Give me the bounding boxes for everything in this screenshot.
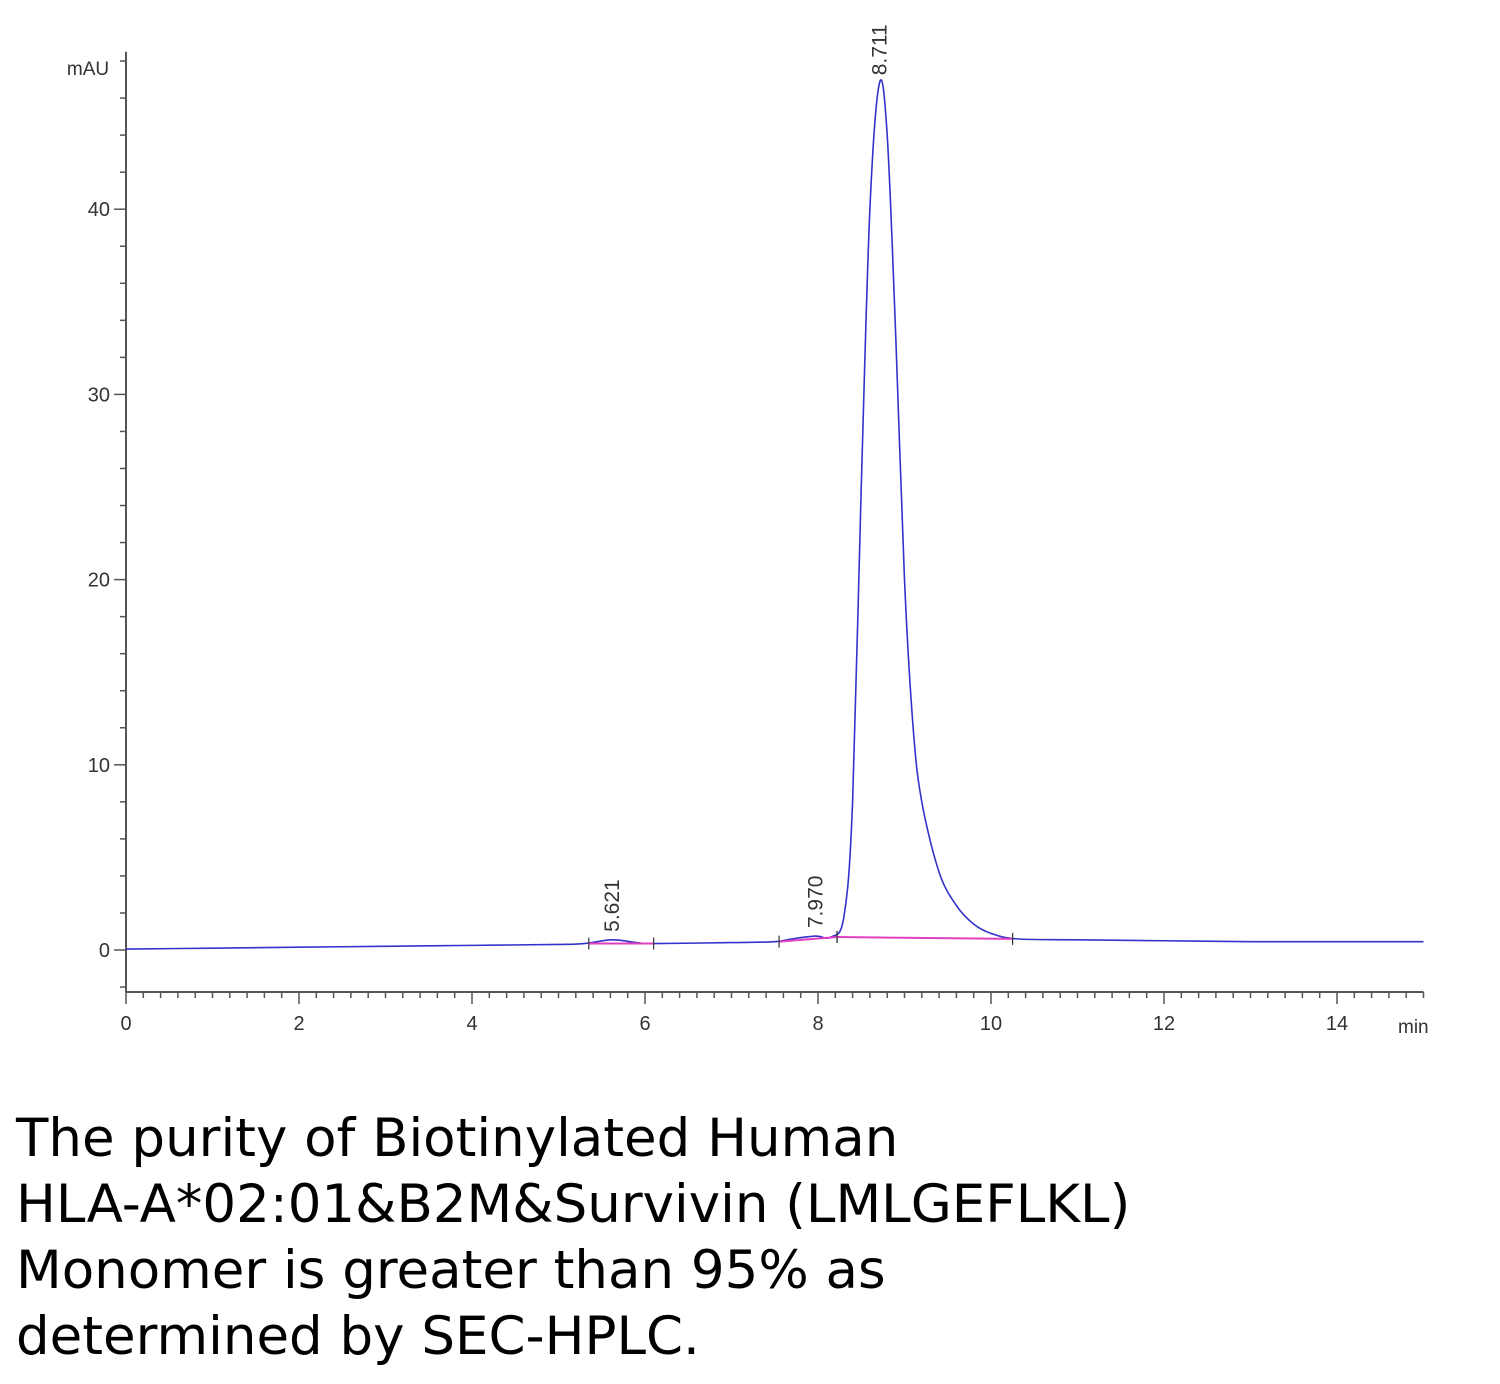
chromatogram-trace [125,79,1424,950]
x-tick-label: 14 [1326,1013,1348,1035]
peak-label: 5.621 [601,879,624,932]
caption-line: HLA-A*02:01&B2M&Survivin (LMLGEFLKL) [16,1174,1131,1235]
chart-marks: 5.621 7.970 8.711 [125,24,1424,950]
integration-baseline [778,936,838,943]
x-tick-label: 8 [812,1013,823,1035]
x-tick-label: 10 [980,1013,1002,1035]
peak-label: 8.711 [869,24,892,75]
y-axis-label: mAU [67,59,109,80]
x-tick-label: 0 [120,1013,131,1035]
chromatogram-chart: 0 10 20 30 40 0 2 4 6 8 10 12 14 5.621 7.970 8.711 mAU… [67,24,1429,1038]
x-tick-label: 4 [466,1013,477,1035]
chart-axes: 0 10 20 30 40 0 2 4 6 8 10 12 14 [88,51,1425,1035]
caption-line: The purity of Biotinylated Human [16,1108,899,1169]
caption: The purity of Biotinylated Human HLA-A*0… [16,1106,1476,1370]
integration-baseline [837,936,1013,940]
caption-line: determined by SEC-HPLC. [16,1306,700,1367]
y-tick-label: 20 [88,570,110,592]
y-tick-label: 10 [88,755,110,777]
y-tick-label: 40 [88,199,110,221]
peak-label: 7.970 [804,876,827,929]
caption-line: Monomer is greater than 95% as [16,1240,886,1301]
y-tick-label: 30 [88,384,110,406]
x-axis-label: min [1398,1017,1429,1038]
x-tick-label: 6 [639,1013,650,1035]
y-tick-label: 0 [99,940,110,962]
x-tick-label: 12 [1153,1013,1175,1035]
x-tick-label: 2 [293,1013,304,1035]
